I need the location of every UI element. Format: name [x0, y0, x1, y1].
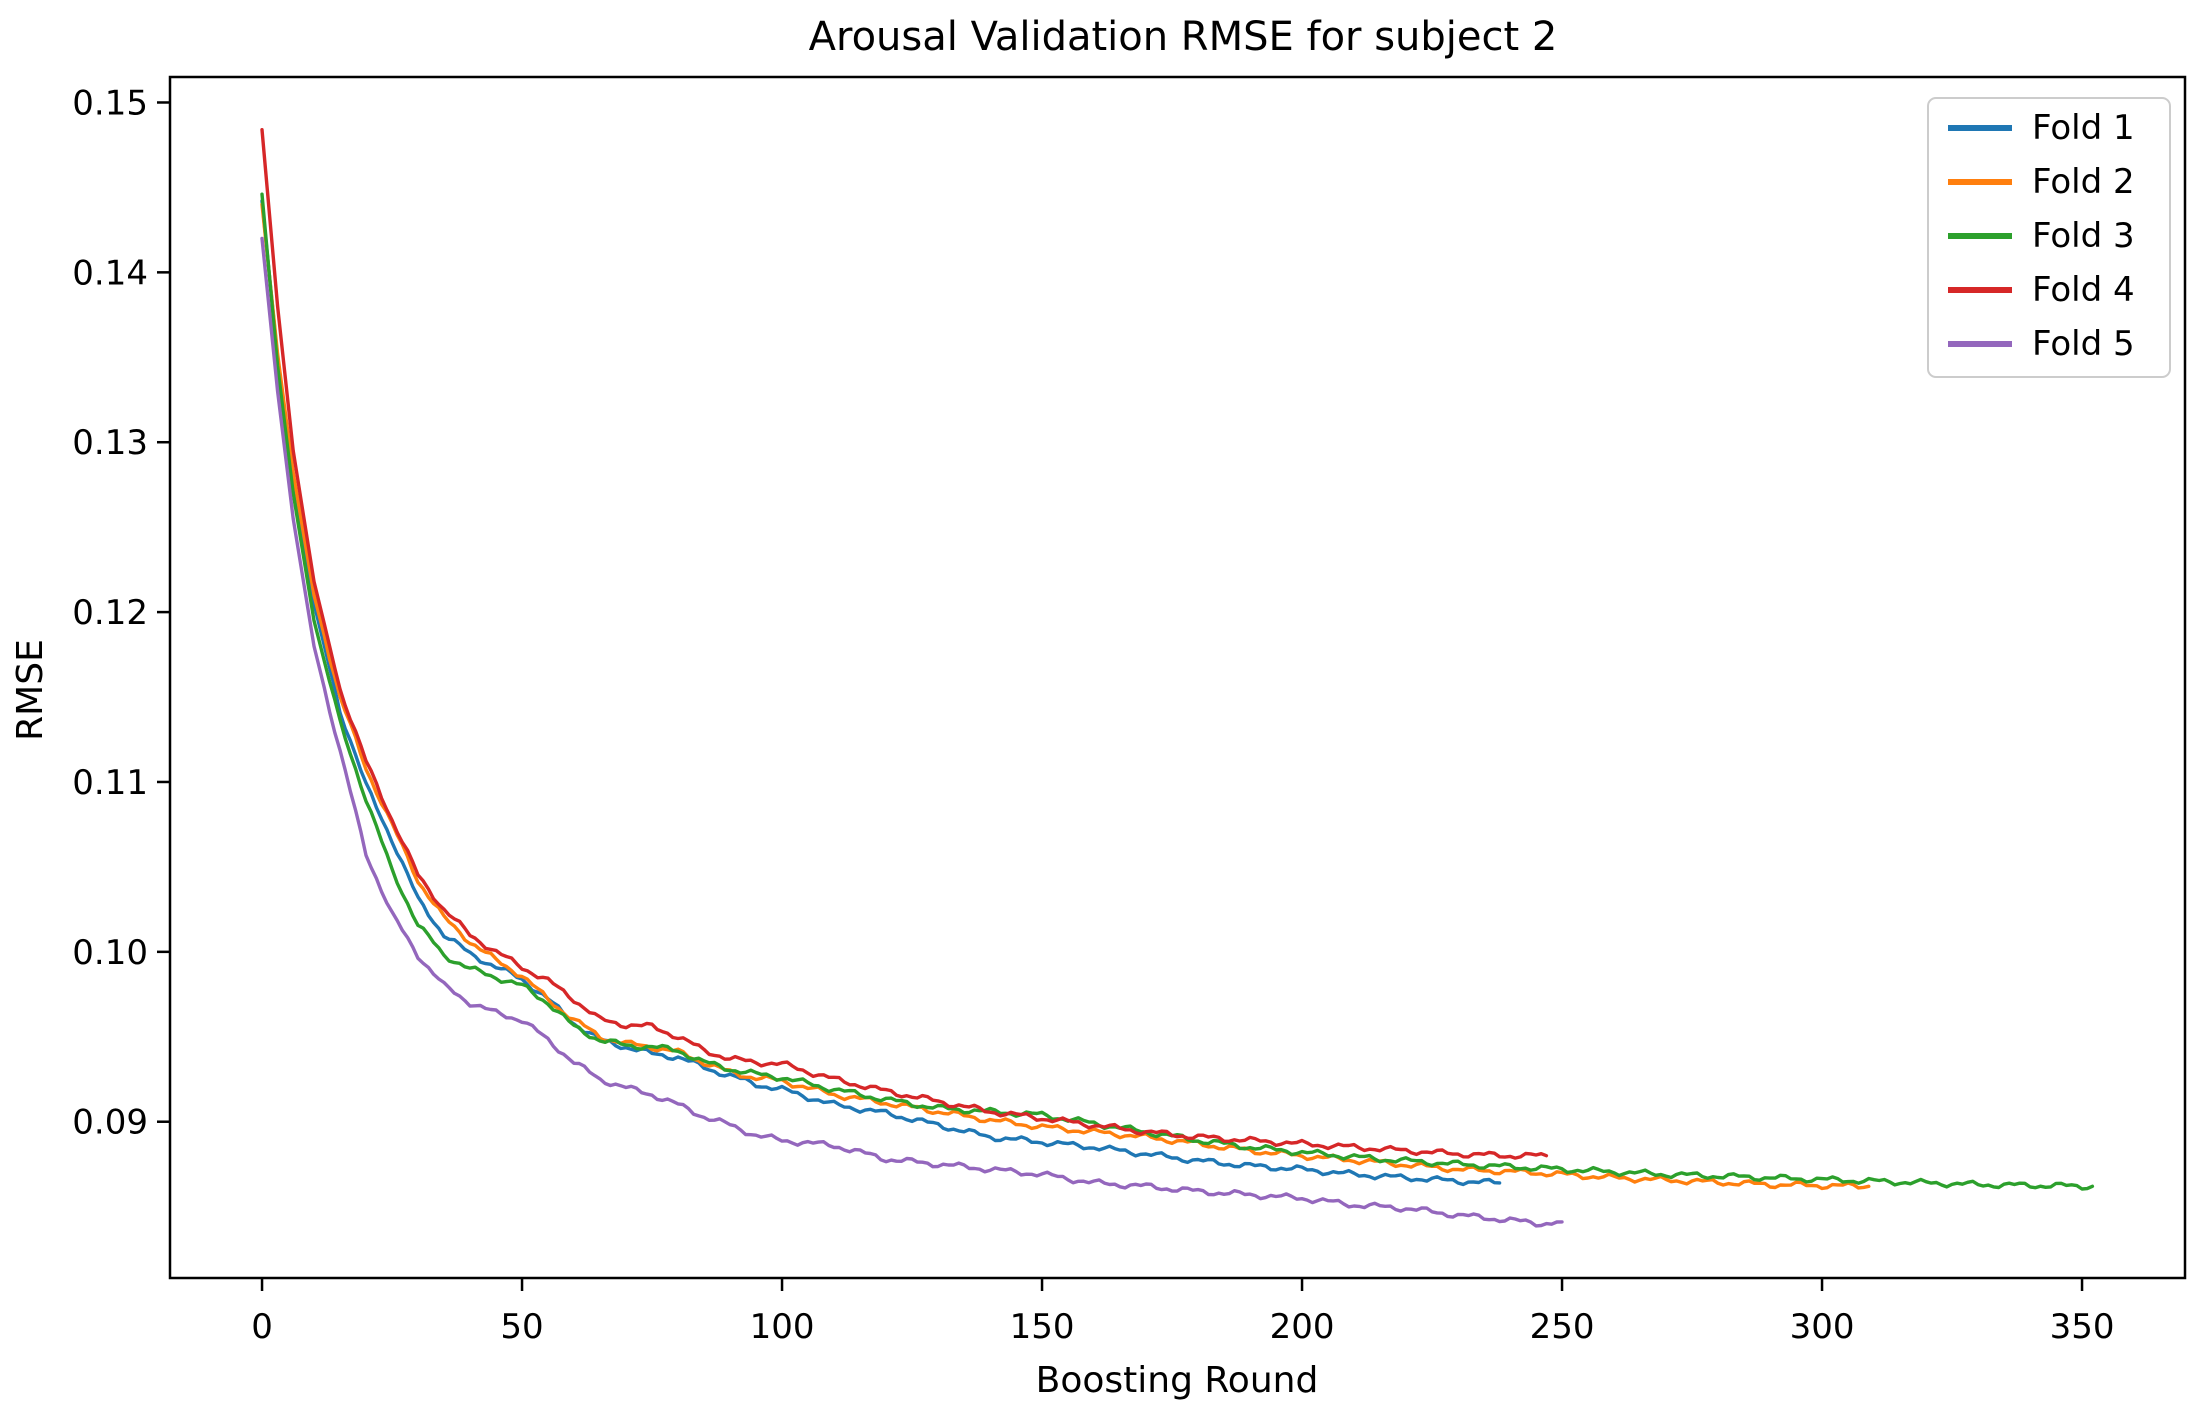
y-tick-label: 0.11 — [72, 763, 148, 803]
fold-3-line — [260, 192, 2095, 1191]
series-lines — [260, 127, 2095, 1228]
legend-item-label: Fold 1 — [2032, 108, 2135, 148]
y-tick-label: 0.15 — [72, 83, 148, 123]
legend-item: Fold 4 — [1948, 270, 2135, 310]
legend-item-label: Fold 4 — [2032, 270, 2135, 310]
x-tick-label: 0 — [251, 1307, 273, 1347]
chart-title: Arousal Validation RMSE for subject 2 — [809, 14, 1558, 60]
legend-box — [1927, 97, 2171, 378]
y-tick-label: 0.12 — [72, 593, 148, 633]
x-axis-label: Boosting Round — [1036, 1360, 1319, 1401]
x-tick-label: 200 — [1270, 1307, 1335, 1347]
legend-item: Fold 3 — [1948, 216, 2135, 256]
legend-item: Fold 5 — [1948, 324, 2135, 364]
fold-2-line — [260, 202, 1871, 1191]
axes: 0 50 100 150 200 250 300 350 0.09 0.10 0.11 0.12 0.1… — [72, 83, 2114, 1347]
legend: Fold 1 Fold 2 Fold 3 Fold 4 Fold 5 — [1927, 97, 2171, 378]
legend-item-label: Fold 3 — [2032, 216, 2135, 256]
y-tick-label: 0.14 — [72, 253, 148, 293]
x-tick-label: 100 — [750, 1307, 815, 1347]
x-tick-label: 250 — [1530, 1307, 1595, 1347]
legend-item: Fold 2 — [1948, 162, 2135, 202]
legend-item: Fold 1 — [1948, 108, 2135, 148]
x-tick-label: 300 — [1790, 1307, 1855, 1347]
fold-1-line — [260, 199, 1502, 1187]
y-axis-label: RMSE — [10, 639, 51, 741]
y-tick-label: 0.09 — [72, 1103, 148, 1143]
fold-5-line — [260, 236, 1564, 1228]
x-tick-label: 350 — [2050, 1307, 2115, 1347]
x-tick-label: 150 — [1010, 1307, 1075, 1347]
plot-area — [168, 75, 2187, 1280]
x-tick-label: 50 — [500, 1307, 543, 1347]
y-tick-label: 0.10 — [72, 933, 148, 973]
fold-4-line — [260, 127, 1549, 1160]
y-tick-label: 0.13 — [72, 423, 148, 463]
legend-item-label: Fold 2 — [2032, 162, 2135, 202]
legend-item-label: Fold 5 — [2032, 324, 2135, 364]
